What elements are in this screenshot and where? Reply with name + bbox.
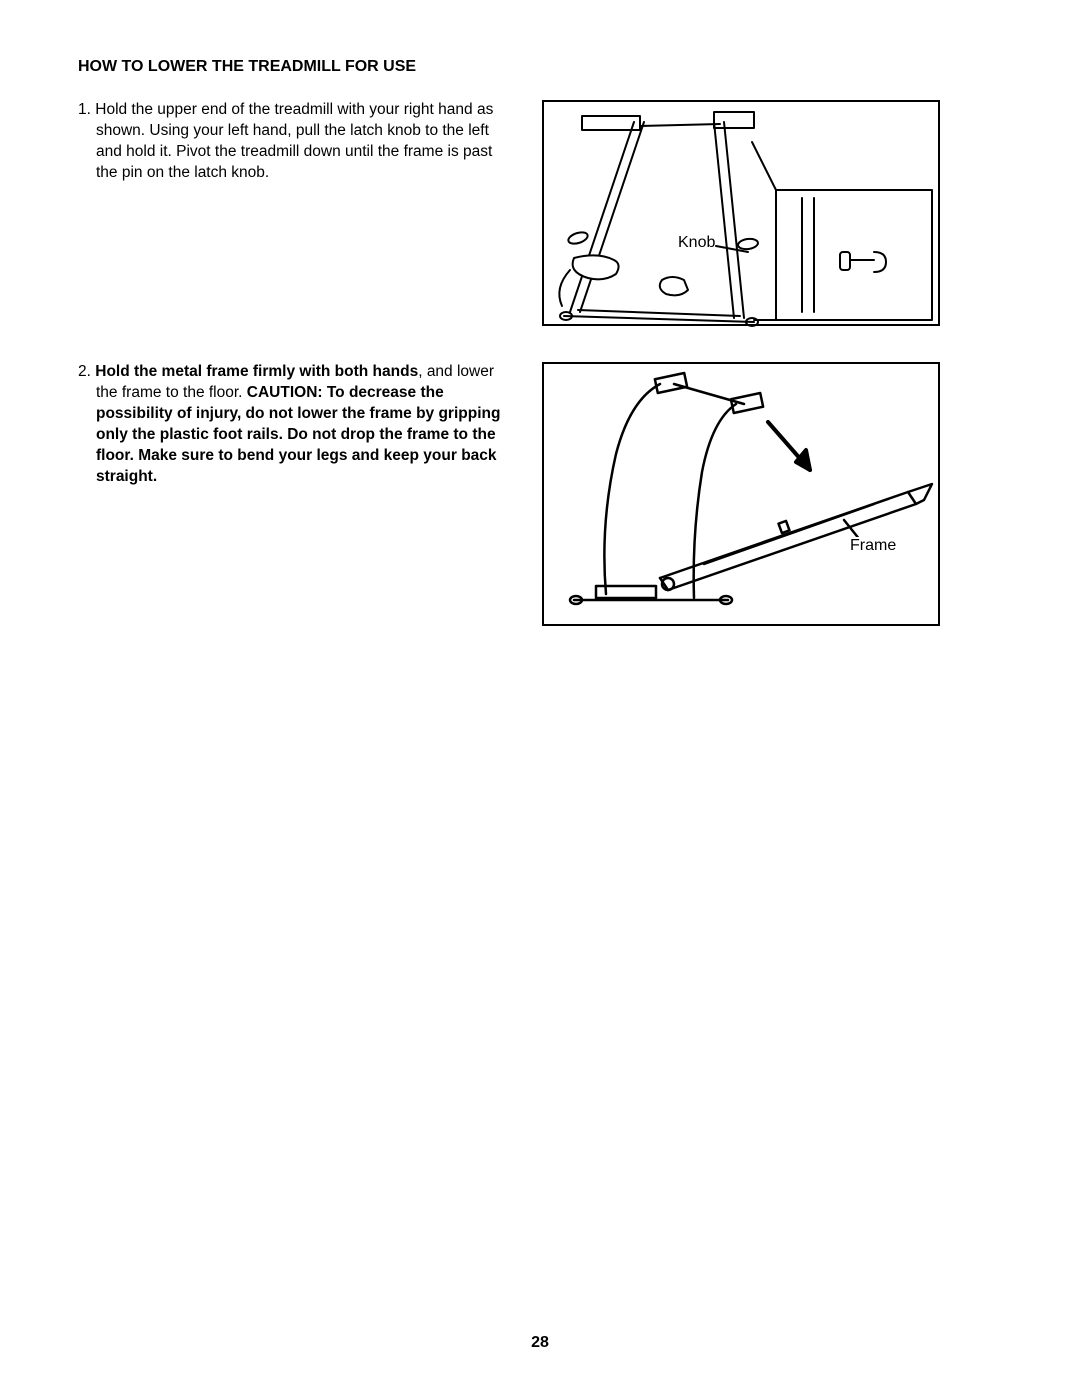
treadmill-folded-icon — [544, 102, 938, 328]
treadmill-lowering-icon — [544, 364, 938, 628]
page: HOW TO LOWER THE TREADMILL FOR USE 1. Ho… — [0, 0, 1080, 1397]
section-heading: HOW TO LOWER THE TREADMILL FOR USE — [78, 58, 1002, 76]
page-number: 28 — [0, 1334, 1080, 1352]
figure-step1: Knob — [542, 100, 940, 326]
step-row: 1. Hold the upper end of the treadmill w… — [78, 100, 1002, 326]
step-text: 2. Hold the metal frame firmly with both… — [78, 362, 518, 488]
step-bold-lead: Hold the metal frame firmly with both ha… — [95, 363, 418, 380]
step-rest-plain: the frame to the floor. — [96, 384, 247, 401]
step-row: 2. Hold the metal frame firmly with both… — [78, 362, 1002, 626]
step-text: 1. Hold the upper end of the treadmill w… — [78, 100, 518, 184]
figure-step2: Frame — [542, 362, 940, 626]
step-lead: Hold the upper end of the treadmill with… — [95, 101, 493, 118]
step-number: 2. — [78, 363, 91, 380]
figure-label: Frame — [850, 537, 896, 555]
step-body: shown. Using your left hand, pull the la… — [78, 121, 518, 184]
step-after-bold: , and lower — [418, 363, 494, 380]
step-number: 1. — [78, 101, 91, 118]
figure-label: Knob — [678, 234, 715, 252]
